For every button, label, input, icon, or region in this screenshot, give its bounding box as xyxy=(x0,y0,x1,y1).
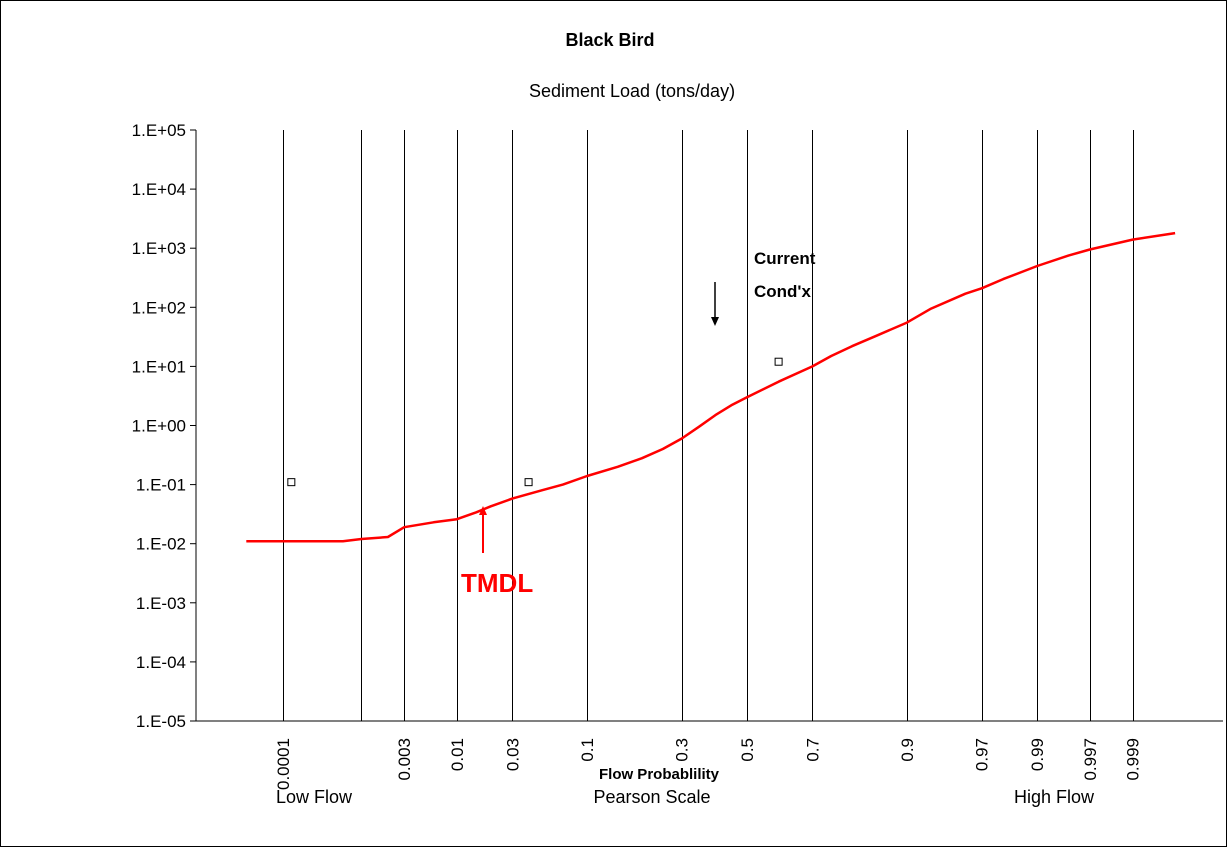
x-tick-label: 0.003 xyxy=(395,738,414,781)
plot-area xyxy=(195,130,1223,722)
x-tick-label: 0.01 xyxy=(448,738,467,771)
y-tick-label: 1.E+01 xyxy=(132,357,186,376)
x-tick-label: 0.97 xyxy=(973,738,992,771)
y-tick-label: 1.E+00 xyxy=(132,417,186,436)
annotation-tmdl: TMDL xyxy=(461,568,533,598)
chart-subtitle: Sediment Load (tons/day) xyxy=(529,81,735,101)
chart-title: Black Bird xyxy=(565,30,654,50)
data-point-marker xyxy=(524,478,533,487)
x-tick-label: 0.99 xyxy=(1028,738,1047,771)
annotation-current: Current xyxy=(754,249,816,268)
y-tick-label: 1.E-01 xyxy=(136,476,186,495)
x-tick-label: 0.0001 xyxy=(274,738,293,790)
y-tick-label: 1.E-04 xyxy=(136,653,186,672)
tmdl-arrow-icon xyxy=(479,506,487,553)
x-gridlines xyxy=(283,130,1134,721)
y-ticks: 1.E+05 1.E+04 1.E+03 1.E+02 1.E+01 1.E+00 1.E-… xyxy=(132,121,196,731)
y-tick-label: 1.E-03 xyxy=(136,594,186,613)
x-scale-label: Pearson Scale xyxy=(593,787,710,807)
x-tick-label: 0.1 xyxy=(578,738,597,762)
x-ticks: 0.0001 0.003 0.01 0.03 0.1 0.3 0.5 0.7 0.9 0.97 0.… xyxy=(274,738,1143,790)
x-tick-label: 0.5 xyxy=(738,738,757,762)
x-axis-label: Flow Probablility xyxy=(599,766,720,783)
x-tick-label: 0.3 xyxy=(673,738,692,762)
x-tick-label: 0.7 xyxy=(803,738,822,762)
y-tick-label: 1.E-02 xyxy=(136,535,186,554)
y-tick-label: 1.E-05 xyxy=(136,712,186,731)
x-tick-label: 0.9 xyxy=(898,738,917,762)
y-tick-label: 1.E+04 xyxy=(132,180,186,199)
data-point-marker xyxy=(287,478,296,487)
annotation-condx: Cond'x xyxy=(754,282,811,301)
low-flow-label: Low Flow xyxy=(276,787,353,807)
series-line-tmdl xyxy=(246,231,1176,543)
current-arrow-icon xyxy=(711,282,719,326)
y-tick-label: 1.E+03 xyxy=(132,239,186,258)
x-tick-label: 0.997 xyxy=(1081,738,1100,781)
y-tick-label: 1.E+05 xyxy=(132,121,186,140)
x-tick-label: 0.999 xyxy=(1124,738,1143,781)
annotations: Current Cond'x TMDL xyxy=(461,249,816,598)
high-flow-label: High Flow xyxy=(1014,787,1095,807)
y-tick-label: 1.E+02 xyxy=(132,298,186,317)
data-point-marker xyxy=(774,357,783,366)
x-tick-label: 0.03 xyxy=(503,738,522,771)
